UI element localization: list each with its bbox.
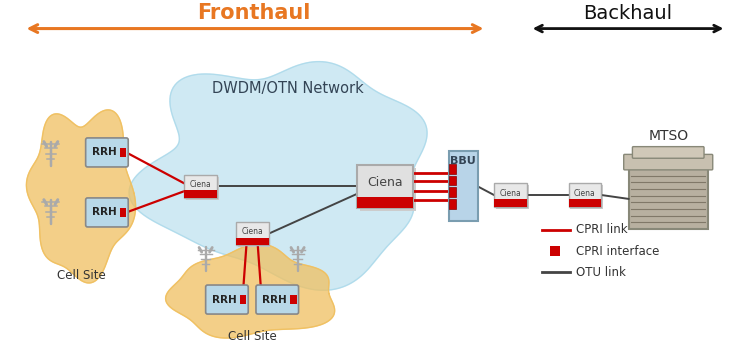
Text: Ciena: Ciena — [242, 227, 263, 236]
FancyBboxPatch shape — [86, 138, 128, 167]
Text: CPRI link: CPRI link — [576, 223, 628, 236]
Text: RRH: RRH — [262, 294, 286, 304]
Text: Cell Site: Cell Site — [58, 269, 106, 282]
Bar — [448, 164, 456, 174]
Text: RRH: RRH — [92, 207, 116, 217]
Bar — [494, 183, 527, 207]
Bar — [571, 185, 604, 208]
FancyBboxPatch shape — [624, 154, 712, 170]
Text: MTSO: MTSO — [648, 129, 688, 143]
Bar — [494, 199, 527, 207]
Text: Ciena: Ciena — [190, 180, 211, 189]
Bar — [448, 199, 456, 208]
Text: Fronthaul: Fronthaul — [197, 3, 310, 23]
Bar — [236, 222, 268, 245]
FancyBboxPatch shape — [256, 285, 298, 314]
Text: BBU: BBU — [450, 156, 476, 166]
Bar — [568, 183, 602, 207]
Bar — [186, 176, 219, 200]
Text: OTU link: OTU link — [576, 266, 626, 279]
Text: Ciena: Ciena — [367, 176, 403, 189]
Bar — [290, 295, 296, 304]
Polygon shape — [166, 244, 334, 338]
FancyBboxPatch shape — [206, 285, 248, 314]
Text: Ciena: Ciena — [574, 189, 596, 197]
Bar — [628, 169, 708, 229]
Bar — [448, 176, 456, 185]
Bar — [356, 197, 413, 208]
Bar — [448, 151, 478, 221]
FancyBboxPatch shape — [632, 147, 704, 158]
Text: RRH: RRH — [92, 148, 116, 158]
Bar — [568, 199, 602, 207]
Polygon shape — [129, 62, 427, 290]
Bar — [119, 148, 126, 157]
Bar — [119, 208, 126, 217]
Bar — [448, 187, 456, 197]
Text: Backhaul: Backhaul — [583, 4, 672, 23]
Bar — [359, 168, 416, 211]
Text: CPRI interface: CPRI interface — [576, 245, 660, 258]
Bar — [356, 165, 413, 208]
Text: RRH: RRH — [211, 294, 236, 304]
Bar — [496, 185, 529, 208]
Text: Cell Site: Cell Site — [228, 330, 277, 343]
FancyBboxPatch shape — [86, 198, 128, 227]
Bar — [238, 224, 271, 247]
Bar — [236, 238, 268, 245]
Bar — [550, 246, 560, 256]
Text: DWDM/OTN Network: DWDM/OTN Network — [212, 81, 364, 96]
Bar — [184, 175, 218, 198]
Text: Ciena: Ciena — [500, 189, 521, 197]
Polygon shape — [26, 110, 136, 283]
Bar — [239, 295, 246, 304]
Bar — [184, 190, 218, 198]
